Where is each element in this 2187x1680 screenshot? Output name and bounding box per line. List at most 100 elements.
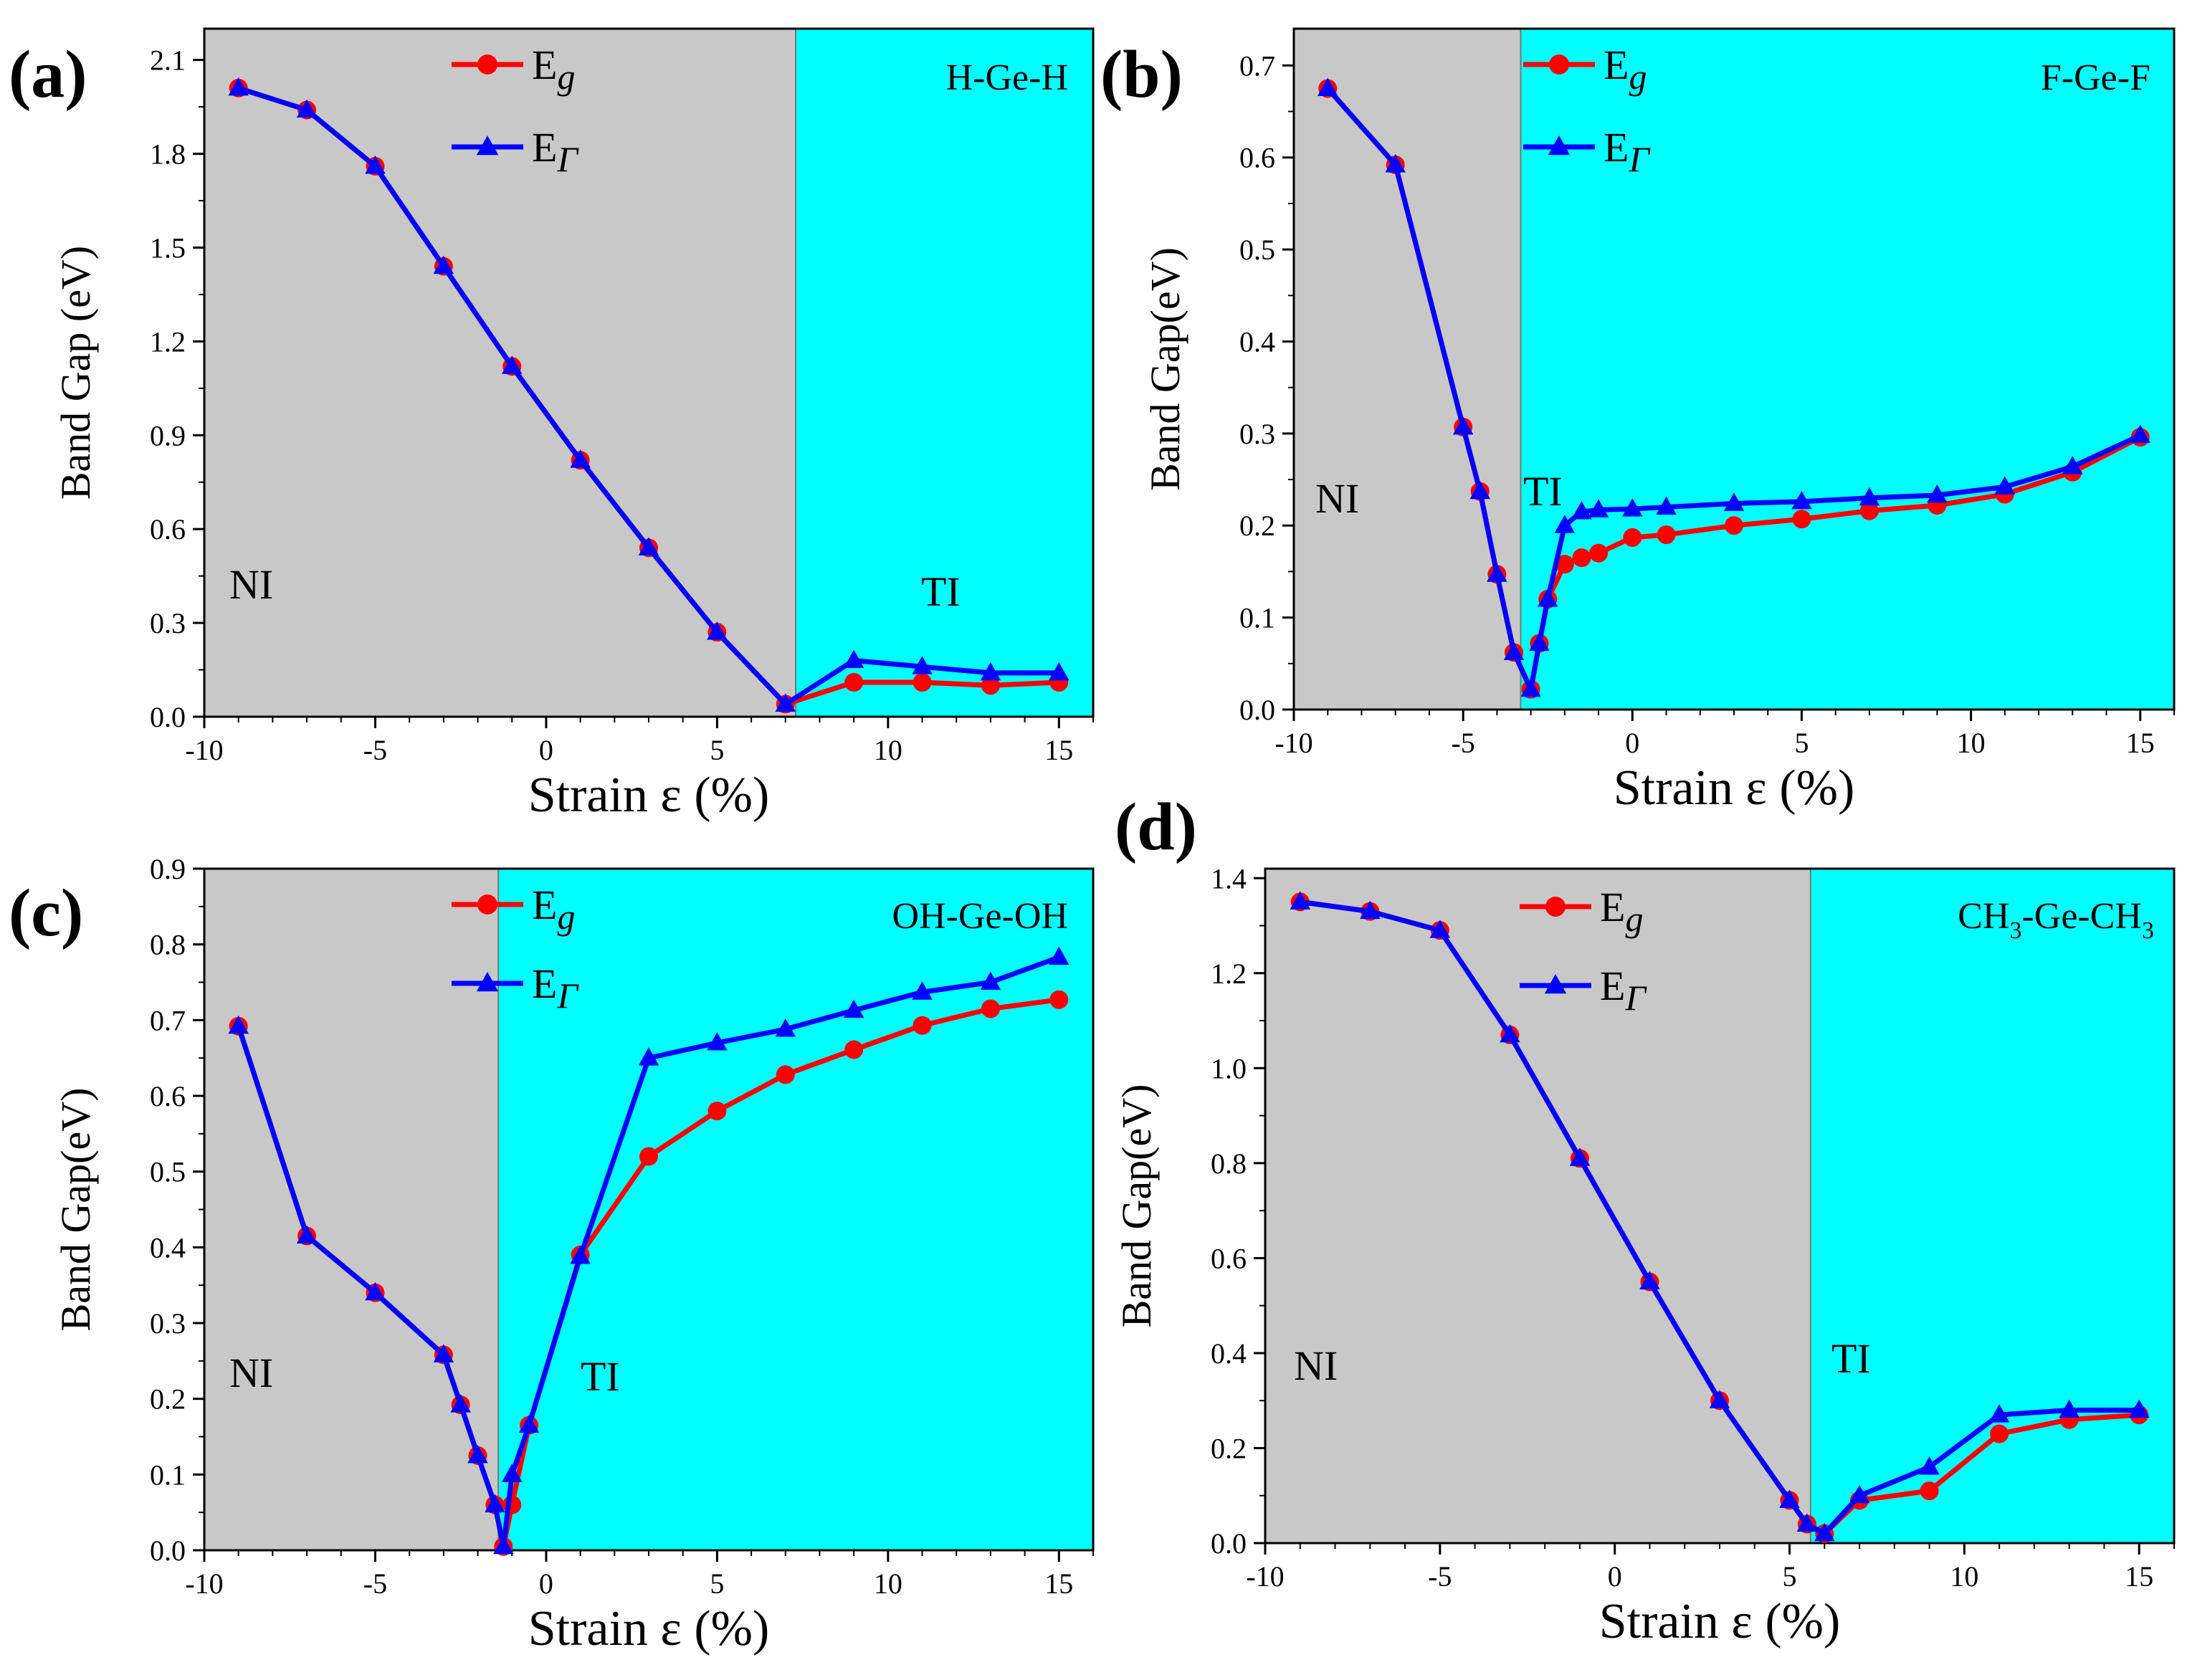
x-tick-label: 15 [1044,1567,1073,1600]
region-label-ni: NI [1315,475,1359,522]
y-axis-title: Band Gap(eV) [1142,247,1188,491]
x-tick-label: 0 [1608,1560,1622,1593]
material-label: H-Ge-H [946,57,1068,98]
material-label: F-Ge-F [2041,57,2150,98]
data-point-circle [1792,510,1811,529]
data-point-triangle [1849,1484,1870,1504]
x-tick-label: 0 [1625,727,1639,759]
legend-label-subscript: g [557,897,575,937]
region-ti-background [1520,29,2174,710]
data-point-triangle [1554,515,1576,533]
data-point-triangle [1487,563,1507,582]
data-point-triangle [1994,476,2016,495]
y-tick-label: 0.0 [150,701,186,733]
series-1 [1290,891,2150,1542]
y-tick-label: 0.2 [1239,510,1275,542]
data-point-circle [1725,516,1743,535]
data-point-circle [1990,1424,2009,1443]
legend-label: Eg [532,882,575,937]
data-point-triangle [1639,1271,1660,1290]
y-tick-label: 1.2 [150,325,186,358]
data-point-triangle [365,156,386,174]
x-tick-label: -5 [1451,727,1474,759]
data-point-triangle [2130,424,2151,443]
data-point-triangle [1622,498,1643,517]
x-tick-label: 10 [874,734,902,766]
data-point-triangle [1503,641,1525,660]
data-point-triangle [1791,490,1812,510]
legend-circle-marker [477,54,497,75]
legend-label-subscript: g [1629,57,1647,97]
data-point-circle [776,1065,795,1084]
legend-label-subscript: Γ [1624,978,1647,1018]
y-tick-label: 1.2 [1211,958,1247,990]
data-point-triangle [228,1015,249,1034]
data-point-triangle [2062,456,2083,474]
data-point-triangle [1049,946,1069,965]
legend-entry-0: Eg [452,882,575,937]
y-tick-label: 0.1 [1239,602,1275,634]
data-point-triangle [1988,1404,2010,1423]
legend-entry-1: EΓ [1523,124,1651,179]
data-point-circle [639,1147,658,1166]
legend-entry-1: EΓ [1520,963,1647,1018]
legend-triangle-marker [1548,135,1571,156]
legend-label-main: E [1604,42,1629,88]
data-point-triangle [1520,678,1541,697]
data-point-circle [1859,501,1879,520]
legend-label: EΓ [532,960,579,1016]
region-label-ni: NI [229,1350,273,1396]
data-point-triangle [1290,891,1311,910]
legend-label-main: E [532,882,557,928]
material-subscript: 3 [2009,917,2021,944]
legend-label-subscript: Γ [1628,139,1651,179]
data-point-triangle [1571,500,1592,520]
x-tick-label: 0 [539,1567,553,1600]
legend-entry-1: EΓ [452,960,579,1016]
region-ti-background [498,869,1093,1550]
legend-entry-0: Eg [1520,884,1643,939]
data-point-triangle [1656,496,1677,515]
y-tick-label: 0.4 [1211,1337,1247,1370]
data-point-triangle [1723,492,1745,511]
data-point-triangle [980,971,1001,990]
data-point-circle [844,1040,864,1059]
x-tick-label: -5 [1428,1560,1452,1593]
panel-2: -10 -5 0 5 10 15 0.0 0.1 0.2 0.3 0.4 0.5 0.6 0.7 0.8 0.… [9,853,1095,1656]
data-point-circle [1589,543,1609,563]
data-point-triangle [365,1282,386,1301]
x-axis-title: Strain ε (%) [1614,760,1855,816]
legend-label-subscript: Γ [556,139,579,179]
series-1 [1317,77,2151,697]
data-point-triangle [775,1018,796,1037]
data-point-circle [981,676,1000,695]
y-tick-label: 0.5 [150,1156,186,1188]
legend-circle-marker [1545,897,1566,917]
legend-label: Eg [1604,42,1647,97]
data-point-circle [913,1016,932,1035]
panel-0: -10 -5 0 5 10 15 0.0 0.3 0.6 0.9 1.2 1.5 1.8 2.1 Strai… [9,27,1095,823]
data-point-circle [1920,1481,1939,1501]
data-point-triangle [518,1414,540,1433]
x-tick-label: 15 [2125,1560,2153,1593]
x-tick-label: 10 [1957,727,1986,759]
legend-entry-1: EΓ [452,124,579,179]
y-tick-label: 0.0 [1239,694,1275,726]
y-tick-label: 1.5 [150,232,186,264]
material-label: OH-Ge-OH [892,896,1068,937]
data-point-circle [1555,555,1574,574]
data-point-triangle [1709,1390,1730,1408]
legend-label-main: E [532,960,557,1007]
x-tick-label: -10 [185,1567,223,1600]
x-tick-label: -10 [185,734,223,766]
data-point-triangle [2059,1399,2079,1418]
data-point-triangle [296,1225,318,1244]
data-point-triangle [570,449,591,468]
y-tick-label: 0.3 [1239,418,1275,450]
data-point-triangle [570,1246,591,1264]
x-axis-title: Strain ε (%) [528,768,770,823]
y-tick-label: 0.6 [150,513,186,545]
data-point-triangle [450,1394,471,1413]
data-point-triangle [467,1444,488,1464]
data-point-triangle [1360,900,1381,920]
